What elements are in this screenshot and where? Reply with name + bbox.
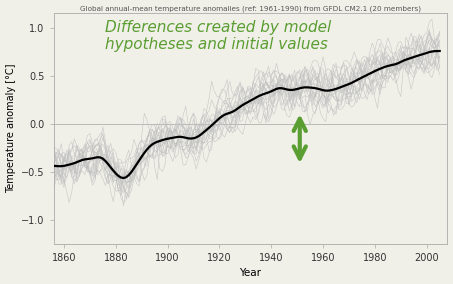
Y-axis label: Temperature anomaly [°C]: Temperature anomaly [°C] [5,64,15,193]
X-axis label: Year: Year [240,268,261,278]
Text: Differences created by model
hypotheses and initial values: Differences created by model hypotheses … [105,20,331,52]
Title: Global annual-mean temperature anomalies (ref: 1961-1990) from GFDL CM2.1 (20 me: Global annual-mean temperature anomalies… [80,6,421,12]
